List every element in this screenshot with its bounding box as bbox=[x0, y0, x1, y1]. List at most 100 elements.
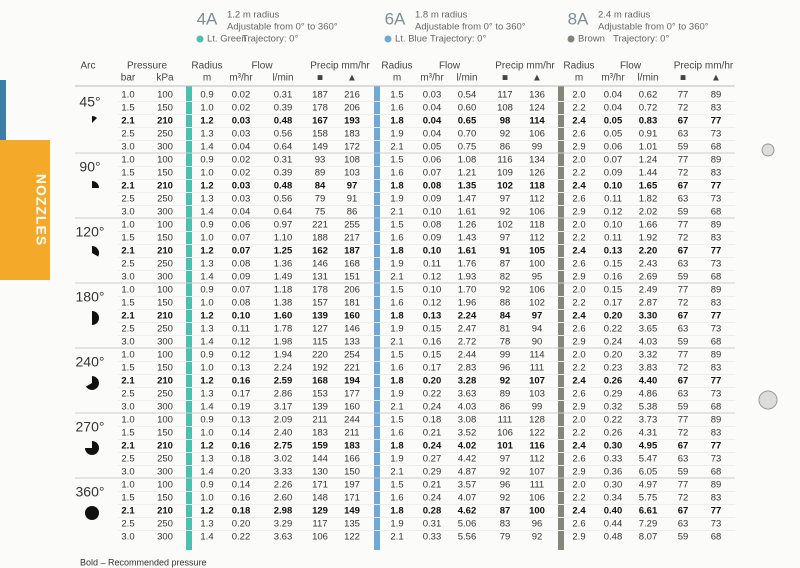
cell: 112 bbox=[529, 454, 544, 465]
cell: 0.11 bbox=[232, 324, 250, 335]
cell: 1.0 bbox=[121, 350, 134, 361]
cell: 0.08 bbox=[423, 181, 442, 192]
column-header: Flow bbox=[620, 61, 642, 72]
cell: 63 bbox=[678, 519, 689, 530]
cell: 1.5 bbox=[121, 103, 134, 114]
cell: 59 bbox=[678, 467, 689, 478]
cell: 2.4 bbox=[572, 506, 586, 517]
cell: 3.02 bbox=[274, 454, 293, 465]
cell: 0.75 bbox=[458, 142, 477, 153]
cell: 1.2 bbox=[200, 441, 213, 452]
column-header: ▲ bbox=[532, 73, 542, 84]
cell: 1.26 bbox=[458, 220, 477, 231]
cell: 96 bbox=[500, 363, 511, 374]
cell: 158 bbox=[312, 129, 328, 140]
cell: 2.6 bbox=[572, 519, 585, 530]
cell: 2.43 bbox=[639, 259, 658, 270]
cell: 100 bbox=[157, 480, 173, 491]
cell: 1.2 bbox=[200, 181, 213, 192]
cell: 1.5 bbox=[390, 285, 403, 296]
cell: 2.4 bbox=[572, 116, 586, 127]
cell: 100 bbox=[157, 90, 173, 101]
cell: 100 bbox=[157, 155, 173, 166]
cell: 2.1 bbox=[121, 246, 135, 257]
column-header: ▲ bbox=[711, 73, 721, 84]
cell: 1.8 bbox=[390, 246, 403, 257]
cell: 1.8 bbox=[390, 441, 403, 452]
cell: 148 bbox=[312, 493, 328, 504]
cell: 106 bbox=[312, 532, 328, 543]
cell: 1.24 bbox=[639, 155, 658, 166]
cell: 1.2 bbox=[200, 311, 213, 322]
cell: 67 bbox=[678, 246, 689, 257]
cell: 0.20 bbox=[604, 311, 623, 322]
footer-note: Bold – Recommended pressure bbox=[80, 557, 207, 567]
cell: 77 bbox=[678, 90, 689, 101]
cell: 0.04 bbox=[423, 116, 442, 127]
cell: 2.0 bbox=[572, 90, 585, 101]
cell: 0.20 bbox=[232, 519, 251, 530]
cell: 2.1 bbox=[390, 467, 403, 478]
cell: 2.40 bbox=[274, 428, 293, 439]
cell: 100 bbox=[157, 285, 173, 296]
cell: 77 bbox=[711, 441, 722, 452]
cell: 183 bbox=[344, 129, 360, 140]
cell: 77 bbox=[678, 415, 689, 426]
cell: 0.34 bbox=[604, 493, 623, 504]
cell: 77 bbox=[678, 155, 689, 166]
cell: 89 bbox=[711, 415, 722, 426]
cell: 1.65 bbox=[639, 181, 658, 192]
cell: 2.2 bbox=[572, 493, 585, 504]
cell: 0.56 bbox=[274, 194, 293, 205]
cell: 0.10 bbox=[423, 207, 442, 218]
cell: 1.0 bbox=[121, 285, 134, 296]
cell: 91 bbox=[347, 194, 358, 205]
cell: 3.52 bbox=[458, 428, 477, 439]
cell: 149 bbox=[344, 506, 360, 517]
cell: 77 bbox=[711, 181, 722, 192]
cell: 97 bbox=[500, 454, 511, 465]
cell: 2.0 bbox=[572, 480, 585, 491]
color-dot bbox=[567, 35, 575, 43]
cell: 72 bbox=[678, 168, 689, 179]
nozzle-code: 6A bbox=[385, 9, 406, 28]
cell: 0.72 bbox=[639, 103, 658, 114]
cell: 1.6 bbox=[390, 363, 403, 374]
cell: 0.22 bbox=[604, 324, 623, 335]
cell: 2.1 bbox=[390, 207, 403, 218]
column-header: ■ bbox=[317, 73, 323, 84]
nozzle-trajectory: Trajectory: 0° bbox=[242, 34, 298, 45]
cell: 4.86 bbox=[639, 389, 658, 400]
cell: 1.44 bbox=[639, 168, 658, 179]
cell: 0.9 bbox=[200, 220, 213, 231]
cell: 0.24 bbox=[423, 402, 442, 413]
column-header: ■ bbox=[502, 73, 508, 84]
cell: 0.15 bbox=[423, 350, 442, 361]
cell: 102 bbox=[497, 181, 513, 192]
cell: 0.39 bbox=[274, 103, 293, 114]
cell: 1.8 bbox=[390, 376, 403, 387]
cell: 72 bbox=[678, 103, 689, 114]
cell: 1.38 bbox=[274, 298, 293, 309]
cell: 1.9 bbox=[390, 519, 403, 530]
cell: 100 bbox=[529, 506, 545, 517]
cell: 2.4 bbox=[572, 181, 586, 192]
cell: 90 bbox=[532, 337, 543, 348]
cell: 3.65 bbox=[639, 324, 658, 335]
cell: 98 bbox=[500, 116, 511, 127]
cell: 92 bbox=[500, 467, 511, 478]
cell: 3.0 bbox=[121, 402, 134, 413]
side-tab bbox=[0, 140, 50, 280]
cell: 144 bbox=[312, 454, 328, 465]
cell: 1.3 bbox=[200, 129, 213, 140]
color-dot bbox=[384, 35, 392, 43]
cell: 0.07 bbox=[423, 168, 442, 179]
cell: 2.6 bbox=[572, 454, 585, 465]
cell: 100 bbox=[157, 350, 173, 361]
cell: 0.15 bbox=[604, 285, 623, 296]
cell: 2.5 bbox=[121, 259, 134, 270]
cell: 193 bbox=[344, 116, 360, 127]
cell: 0.16 bbox=[232, 376, 251, 387]
cell: 0.09 bbox=[423, 233, 442, 244]
